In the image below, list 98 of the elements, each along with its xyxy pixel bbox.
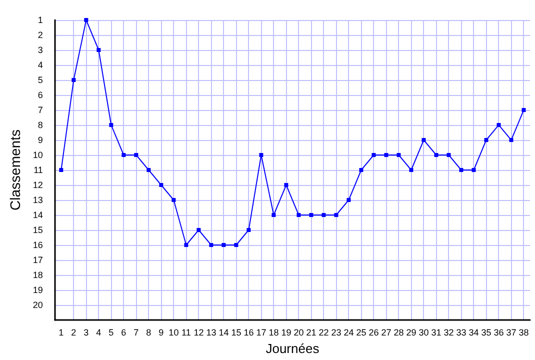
x-tick-label: 2: [71, 328, 76, 338]
x-tick-label: 5: [108, 328, 114, 338]
y-tick-label: 15: [32, 225, 43, 235]
y-tick-label: 13: [32, 195, 43, 205]
x-tick-label: 14: [218, 328, 229, 338]
point: [496, 123, 501, 127]
point: [484, 138, 488, 142]
x-tick-label: 12: [194, 328, 204, 338]
x-tick-label: 15: [231, 328, 242, 338]
point: [59, 168, 64, 172]
x-tick-label: 38: [518, 328, 529, 338]
y-tick-label: 18: [32, 270, 43, 280]
y-tick-label: 8: [38, 120, 43, 130]
y-tick-label: 17: [32, 255, 43, 265]
point: [272, 213, 276, 217]
y-tick-label: 11: [34, 165, 43, 175]
x-tick-label: 28: [394, 328, 404, 338]
point: [509, 138, 514, 142]
point: [259, 153, 264, 157]
x-tick-label: 22: [318, 328, 329, 338]
point: [96, 48, 101, 52]
point: [522, 108, 526, 112]
x-tick-label: 19: [281, 328, 292, 338]
point: [446, 153, 451, 157]
x-tick-label: 27: [381, 328, 392, 338]
y-tick-label: 7: [38, 105, 43, 115]
point: [322, 213, 326, 217]
y-tick-label: 16: [32, 240, 43, 250]
point: [346, 198, 351, 202]
y-axis-title: Classements: [7, 130, 23, 210]
x-tick-label: 13: [206, 328, 216, 338]
y-tick-label: 3: [38, 45, 43, 55]
point: [146, 168, 151, 172]
y-tick-label: 14: [32, 210, 43, 220]
y-tick-label: 5: [38, 75, 43, 85]
point: [72, 78, 76, 82]
x-tick-label: 16: [244, 328, 254, 338]
point: [109, 123, 114, 127]
x-tick-label: 17: [256, 328, 266, 338]
point: [334, 213, 338, 217]
y-tick-label: 10: [32, 150, 43, 160]
point: [134, 153, 138, 157]
x-tick-label: 37: [506, 328, 516, 338]
y-tick-label: 20: [32, 300, 43, 310]
point: [172, 198, 176, 202]
point: [459, 168, 464, 172]
point: [359, 168, 364, 172]
x-tick-label: 33: [456, 328, 466, 338]
y-tick-label: 12: [32, 180, 43, 190]
x-tick-label: 21: [306, 328, 316, 338]
point: [284, 183, 288, 187]
x-tick-label: 29: [406, 328, 416, 338]
point: [472, 168, 476, 172]
x-tick-label: 3: [84, 328, 89, 338]
x-tick-label: 9: [158, 328, 164, 338]
x-tick-label: 25: [356, 328, 366, 338]
x-tick-label: 30: [418, 328, 429, 338]
x-tick-label: 8: [146, 328, 152, 338]
x-tick-label: 7: [134, 328, 139, 338]
point: [84, 18, 88, 22]
point: [234, 243, 238, 247]
x-tick-label: 34: [468, 328, 479, 338]
point: [396, 153, 401, 157]
x-tick-label: 36: [494, 328, 504, 338]
x-tick-label: 23: [331, 328, 342, 338]
x-tick-label: 35: [481, 328, 492, 338]
point: [159, 183, 164, 187]
y-tick-label: 1: [38, 15, 43, 25]
point: [122, 153, 126, 157]
point: [309, 213, 314, 217]
x-tick-label: 20: [294, 328, 304, 338]
x-tick-label: 18: [268, 328, 279, 338]
point: [422, 138, 426, 142]
point: [222, 243, 226, 247]
y-tick-label: 9: [38, 135, 43, 145]
x-tick-label: 10: [168, 328, 179, 338]
x-tick-label: 4: [96, 328, 102, 338]
y-tick-label: 6: [38, 90, 43, 100]
point: [296, 213, 301, 217]
point: [372, 153, 376, 157]
point: [384, 153, 388, 157]
y-tick-label: 19: [32, 285, 43, 295]
x-tick-label: 11: [182, 328, 191, 338]
x-tick-label: 32: [444, 328, 454, 338]
y-tick-label: 2: [38, 30, 43, 40]
x-axis-title: Journées: [266, 341, 320, 356]
point: [409, 168, 414, 172]
point: [209, 243, 214, 247]
point: [196, 228, 201, 232]
x-tick-label: 24: [344, 328, 354, 338]
point: [434, 153, 438, 157]
y-tick-label: 4: [38, 60, 43, 70]
x-tick-label: 26: [368, 328, 379, 338]
point: [246, 228, 251, 232]
point: [184, 243, 188, 247]
x-tick-label: 1: [58, 328, 64, 338]
x-tick-label: 31: [431, 328, 442, 338]
x-tick-label: 6: [121, 328, 126, 338]
